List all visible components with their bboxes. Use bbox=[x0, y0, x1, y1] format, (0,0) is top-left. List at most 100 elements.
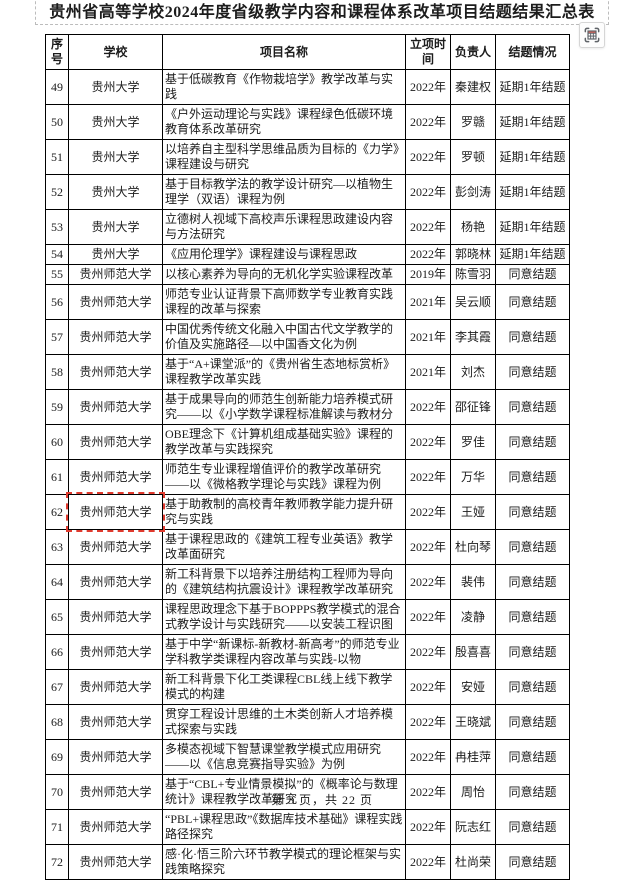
cell-seq: 67 bbox=[45, 669, 69, 705]
cell-year: 2022年 bbox=[405, 494, 451, 530]
cell-school: 贵州师范大学 bbox=[68, 319, 163, 355]
table-row: 72 贵州师范大学 感·化·悟三阶六环节教学模式的理论框架与实践策略探究 2022年杜… bbox=[45, 844, 570, 880]
cell-school: 贵州师范大学 bbox=[68, 669, 163, 705]
cell-lead: 彭剑涛 bbox=[450, 174, 496, 210]
cell-school: 贵州师范大学 bbox=[68, 264, 163, 285]
cell-seq: 64 bbox=[45, 564, 69, 600]
cell-status: 同意结题 bbox=[495, 494, 570, 530]
cell-seq: 57 bbox=[45, 319, 69, 355]
cell-year: 2022年 bbox=[405, 209, 451, 245]
table-row: 51 贵州大学 以培养自主型科学思维品质为目标的《力学》课程建设与研究 2022年 罗顿… bbox=[45, 139, 570, 175]
table-row: 54 贵州大学 《应用伦理学》课程建设与课程思政 2022年 郭晓林 延期1年结题 bbox=[45, 244, 570, 265]
cell-lead: 万华 bbox=[450, 459, 496, 495]
cell-project: 新工科背景下以培养注册结构工程师为导向的《建筑结构抗震设计》课程教学改革研究 bbox=[162, 564, 406, 600]
cell-project: “PBL+课程思政”《数据库技术基础》课程实践路径探究 bbox=[162, 809, 406, 845]
table-row: 62 贵州师范大学 基于助教制的高校青年教师教学能力提升研究与实践 2022年 王娅 同意… bbox=[45, 492, 570, 532]
cell-project: 中国优秀传统文化融入中国古代文学教学的价值及实施路径—以中国香文化为例 bbox=[162, 319, 406, 355]
cell-year: 2022年 bbox=[405, 389, 451, 425]
cell-lead: 杜尚荣 bbox=[450, 844, 496, 880]
cell-status: 延期1年结题 bbox=[495, 174, 570, 210]
cell-year: 2022年 bbox=[405, 739, 451, 775]
cell-school: 贵州大学 bbox=[68, 69, 163, 105]
table-row: 58 贵州师范大学 基于“A+课堂派”的《贵州省生态地标赏析》课程教学改革实践 202… bbox=[45, 354, 570, 390]
header-project: 项目名称 bbox=[162, 34, 406, 70]
table-row: 50 贵州大学 《户外运动理论与实践》课程绿色低碳环境教育体系改革研究 2022年 罗赣… bbox=[45, 104, 570, 140]
table-row: 57 贵州师范大学 中国优秀传统文化融入中国古代文学教学的价值及实施路径—以中国香文… bbox=[45, 319, 570, 355]
table-row: 55 贵州师范大学 以核心素养为导向的无机化学实验课程改革 2019年 陈雪羽 同意结题 bbox=[45, 264, 570, 285]
cell-project: 新工科背景下化工类课程CBL线上线下教学模式的构建 bbox=[162, 669, 406, 705]
cell-lead: 邵征锋 bbox=[450, 389, 496, 425]
cell-year: 2022年 bbox=[405, 704, 451, 740]
table-row: 65 贵州师范大学 课程思政理念下基于BOPPPS教学模式的混合式教学设计与实践研究… bbox=[45, 599, 570, 635]
cell-seq: 56 bbox=[45, 284, 69, 320]
cell-school: 贵州师范大学 bbox=[68, 634, 163, 670]
header-lead: 负责人 bbox=[450, 34, 496, 70]
header-school: 学校 bbox=[68, 34, 163, 70]
cell-seq: 62 bbox=[45, 494, 69, 530]
cell-lead: 罗顿 bbox=[450, 139, 496, 175]
cell-year: 2022年 bbox=[405, 774, 451, 810]
cell-lead: 杨艳 bbox=[450, 209, 496, 245]
cell-school: 贵州师范大学 bbox=[68, 424, 163, 460]
cell-school: 贵州师范大学 bbox=[68, 354, 163, 390]
cell-status: 同意结题 bbox=[495, 844, 570, 880]
cell-lead: 罗赣 bbox=[450, 104, 496, 140]
cell-project: 基于“A+课堂派”的《贵州省生态地标赏析》课程教学改革实践 bbox=[162, 354, 406, 390]
cell-seq: 69 bbox=[45, 739, 69, 775]
cell-lead: 王晓斌 bbox=[450, 704, 496, 740]
cell-seq: 49 bbox=[45, 69, 69, 105]
cell-school: 贵州师范大学 bbox=[68, 284, 163, 320]
table-row: 64 贵州师范大学 新工科背景下以培养注册结构工程师为导向的《建筑结构抗震设计》课程… bbox=[45, 564, 570, 600]
table-row: 71 贵州师范大学 “PBL+课程思政”《数据库技术基础》课程实践路径探究 2022年… bbox=[45, 809, 570, 845]
cell-lead: 郭晓林 bbox=[450, 244, 496, 265]
table-row: 67 贵州师范大学 新工科背景下化工类课程CBL线上线下教学模式的构建 2022年 安娅… bbox=[45, 669, 570, 705]
cell-seq: 58 bbox=[45, 354, 69, 390]
title-box: 贵州省高等学校2024年度省级教学内容和课程体系改革项目结题结果汇总表 bbox=[35, 0, 609, 25]
cell-school: 贵州师范大学 bbox=[68, 389, 163, 425]
cell-status: 同意结题 bbox=[495, 704, 570, 740]
cell-school: 贵州师范大学 bbox=[68, 739, 163, 775]
cell-school: 贵州大学 bbox=[68, 139, 163, 175]
cell-year: 2021年 bbox=[405, 354, 451, 390]
cell-lead: 杜向琴 bbox=[450, 529, 496, 565]
table-row: 61 贵州师范大学 师范生专业课程增值评价的教学改革研究——以《微格教学理论与实践》… bbox=[45, 459, 570, 495]
cell-lead: 殷喜喜 bbox=[450, 634, 496, 670]
cell-school: 贵州师范大学 bbox=[68, 564, 163, 600]
cell-project: 立德树人视域下高校声乐课程思政建设内容与方法研究 bbox=[162, 209, 406, 245]
table-row: 69 贵州师范大学 多模态视域下智慧课堂教学模式应用研究——以《信息竞赛指导实验》为… bbox=[45, 739, 570, 775]
table-capture-icon bbox=[584, 27, 600, 43]
cell-status: 同意结题 bbox=[495, 529, 570, 565]
cell-lead: 李其霞 bbox=[450, 319, 496, 355]
cell-status: 同意结题 bbox=[495, 319, 570, 355]
cell-year: 2022年 bbox=[405, 244, 451, 265]
cell-school: 贵州师范大学 bbox=[68, 774, 163, 810]
cell-seq: 53 bbox=[45, 209, 69, 245]
cell-seq: 51 bbox=[45, 139, 69, 175]
cell-year: 2022年 bbox=[405, 809, 451, 845]
cell-status: 同意结题 bbox=[495, 809, 570, 845]
cell-year: 2022年 bbox=[405, 104, 451, 140]
cell-year: 2021年 bbox=[405, 284, 451, 320]
table-row: 49 贵州大学 基于低碳教育《作物栽培学》教学改革与实践 2022年 秦建权 延期1年结题 bbox=[45, 69, 570, 105]
cell-lead: 王娅 bbox=[450, 494, 496, 530]
cell-lead: 罗佳 bbox=[450, 424, 496, 460]
header-status: 结题情况 bbox=[495, 34, 570, 70]
cell-status: 延期1年结题 bbox=[495, 104, 570, 140]
cell-seq: 55 bbox=[45, 264, 69, 285]
cell-year: 2019年 bbox=[405, 264, 451, 285]
cell-lead: 吴云顺 bbox=[450, 284, 496, 320]
cell-lead: 凌静 bbox=[450, 599, 496, 635]
cell-project: 师范专业认证背景下高师数学专业教育实践课程的改革与探索 bbox=[162, 284, 406, 320]
document-page: 贵州省高等学校2024年度省级教学内容和课程体系改革项目结题结果汇总表 序号 学… bbox=[35, 0, 609, 880]
cell-status: 同意结题 bbox=[495, 599, 570, 635]
cell-seq: 60 bbox=[45, 424, 69, 460]
cell-project: 基于目标教学法的教学设计研究—以植物生理学（双语）课程为例 bbox=[162, 174, 406, 210]
header-year: 立项时间 bbox=[405, 34, 451, 70]
cell-status: 同意结题 bbox=[495, 669, 570, 705]
cell-status: 同意结题 bbox=[495, 284, 570, 320]
cell-project: 以核心素养为导向的无机化学实验课程改革 bbox=[162, 264, 406, 285]
table-row: 59 贵州师范大学 基于成果导向的师范生创新能力培养模式研究——以《小学数学课程标准… bbox=[45, 389, 570, 425]
cell-seq: 70 bbox=[45, 774, 69, 810]
table-row: 52 贵州大学 基于目标教学法的教学设计研究—以植物生理学（双语）课程为例 2022年… bbox=[45, 174, 570, 210]
table-capture-button[interactable] bbox=[579, 22, 605, 48]
